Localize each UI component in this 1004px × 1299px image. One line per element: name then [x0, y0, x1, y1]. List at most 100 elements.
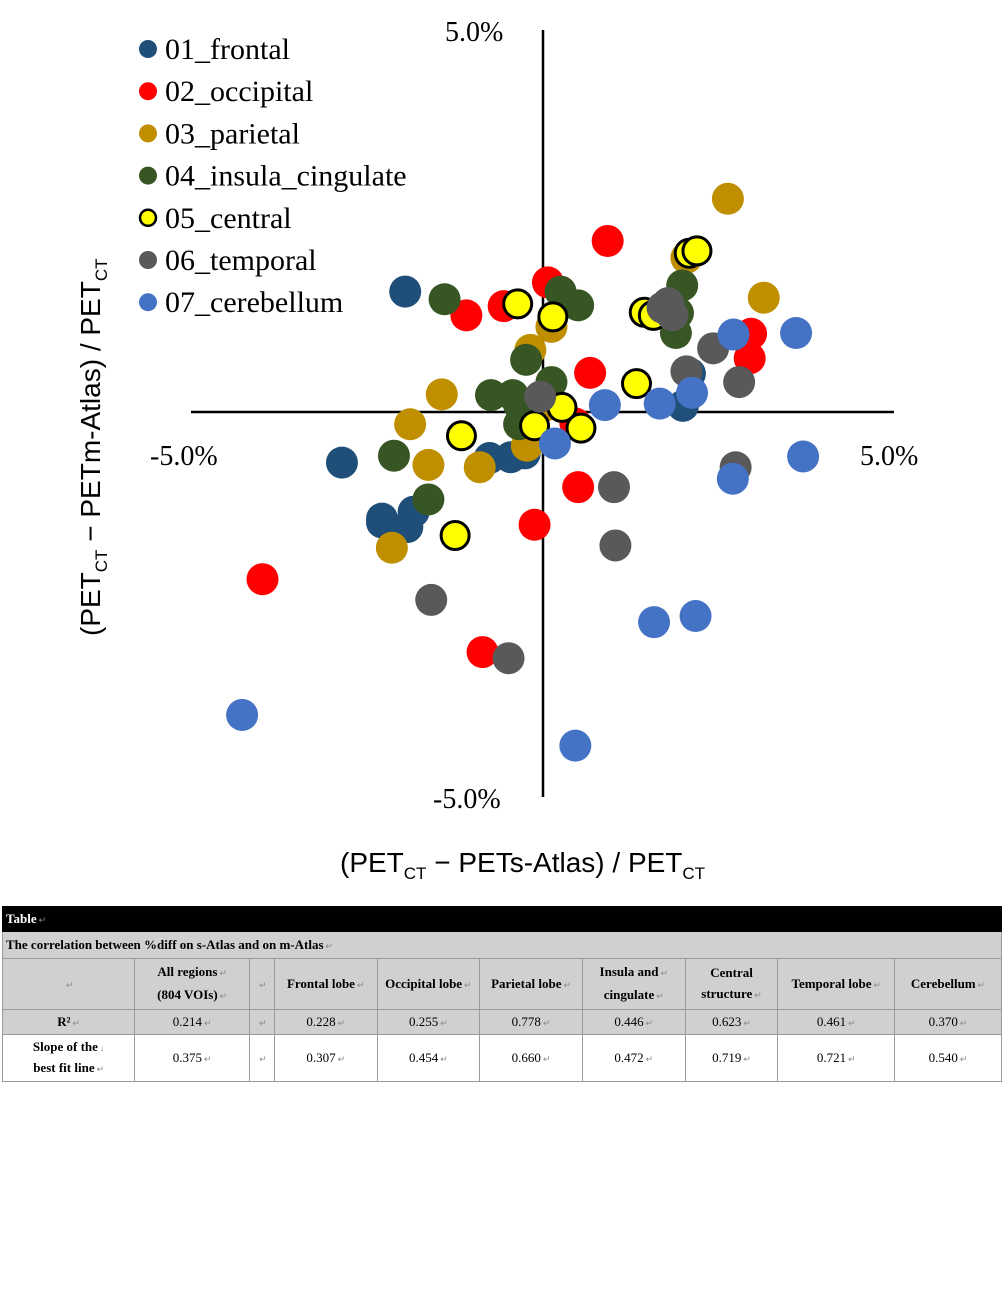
legend-label-03_parietal: 03_parietal: [165, 117, 300, 150]
slope-cell: 0.540 ↵: [894, 1034, 1002, 1082]
point-07_cerebellum: [780, 316, 813, 349]
point-03_parietal: [747, 281, 780, 314]
scatter-chart: 5.0% -5.0% -5.0% 5.0% 01_frontal 02_occip…: [75, 17, 918, 883]
point-07_cerebellum: [679, 600, 712, 633]
col-cerebellum: Cerebellum ↵: [894, 958, 1002, 1010]
point-03_parietal: [375, 531, 408, 564]
table-title: Table ↵: [2, 906, 1002, 932]
point-05_central: [519, 410, 551, 442]
point-07_cerebellum: [559, 729, 592, 762]
col-parietal: Parietal lobe ↵: [479, 958, 583, 1010]
x-tick-max: 5.0%: [860, 441, 918, 472]
r2-cell: 0.778 ↵: [479, 1009, 583, 1035]
y-tick-min: -5.0%: [433, 784, 501, 815]
slope-cell: 0.307 ↵: [273, 1034, 378, 1082]
slope-cell: 0.660 ↵: [479, 1034, 583, 1082]
point-05_central: [445, 420, 477, 452]
point-07_cerebellum: [538, 427, 571, 460]
spacer-col: ↵: [248, 958, 275, 1010]
empty-header-cell: ↵: [1, 958, 136, 1010]
data-points: [226, 182, 820, 762]
slope-cell: 0.719 ↵: [684, 1034, 779, 1082]
point-05_central: [537, 301, 569, 333]
point-03_parietal: [425, 378, 458, 411]
table-row: R² ↵ 0.214 ↵ ↵ 0.228 ↵ 0.255 ↵ 0.778 ↵ 0.446 ↵…: [1, 1009, 1002, 1035]
point-06_temporal: [646, 291, 679, 324]
legend: 01_frontal 02_occipital 03_parietal 04_insu…: [138, 33, 407, 319]
legend-marker-05_central: [138, 208, 158, 228]
legend-marker-07_cerebellum: [139, 293, 157, 312]
r2-cell: 0.623 ↵: [684, 1009, 779, 1035]
point-02_occipital: [518, 508, 551, 541]
slope-cell: 0.472 ↵: [581, 1034, 686, 1082]
y-axis-label: (PETCT − PETm-Atlas) / PETCT: [75, 258, 111, 636]
point-06_temporal: [599, 529, 632, 562]
legend-marker-04_insula_cingulate: [139, 166, 157, 185]
slope-label: Slope of the ↓ best fit line ↵: [1, 1034, 136, 1082]
legend-label-07_cerebellum: 07_cerebellum: [165, 286, 343, 319]
legend-label-04_insula_cingulate: 04_insula_cingulate: [165, 160, 407, 193]
x-axis-label: (PETCT − PETs-Atlas) / PETCT: [340, 847, 705, 883]
point-01_frontal: [366, 506, 399, 539]
x-tick-min: -5.0%: [150, 441, 218, 472]
point-02_occipital: [466, 636, 499, 669]
legend-marker-06_temporal: [139, 251, 157, 269]
point-01_frontal: [325, 446, 358, 479]
spacer-cell: ↵: [248, 1009, 275, 1035]
point-07_cerebellum: [716, 462, 749, 495]
r2-cell: 0.370 ↵: [894, 1009, 1002, 1035]
point-01_frontal: [389, 275, 422, 308]
legend-marker-02_occipital: [139, 82, 157, 101]
table-subtitle: The correlation between %diff on s-Atlas…: [2, 931, 1002, 959]
r2-label: R² ↵: [1, 1009, 136, 1035]
point-07_cerebellum: [717, 318, 750, 351]
point-02_occipital: [574, 356, 607, 389]
point-07_cerebellum: [676, 376, 709, 409]
point-04_insula_cingulate: [562, 289, 595, 322]
table-row: Slope of the ↓ best fit line ↵ 0.375 ↵ ↵ 0.3…: [1, 1034, 1002, 1082]
point-07_cerebellum: [226, 698, 259, 731]
point-06_temporal: [524, 380, 557, 413]
col-all-regions: All regions ↵ (804 VOIs) ↵: [134, 958, 250, 1010]
point-03_parietal: [711, 182, 744, 215]
point-02_occipital: [562, 471, 595, 504]
y-tick-max: 5.0%: [445, 17, 503, 48]
legend-marker-01_frontal: [139, 40, 157, 58]
legend-label-02_occipital: 02_occipital: [165, 75, 313, 108]
point-02_occipital: [591, 224, 624, 257]
point-03_parietal: [412, 448, 445, 481]
legend-label-01_frontal: 01_frontal: [165, 33, 290, 66]
point-06_temporal: [723, 366, 756, 399]
slope-cell: 0.375 ↵: [134, 1034, 250, 1082]
col-central: Central structure ↵: [684, 958, 779, 1010]
r2-cell: 0.446 ↵: [581, 1009, 686, 1035]
spacer-cell: ↵: [248, 1034, 275, 1082]
point-06_temporal: [598, 471, 631, 504]
col-insula: Insula and ↵ cingulate ↵: [581, 958, 686, 1010]
point-04_insula_cingulate: [412, 483, 445, 516]
point-04_insula_cingulate: [510, 343, 543, 376]
point-05_central: [565, 412, 597, 444]
point-06_temporal: [415, 583, 448, 616]
r2-cell: 0.461 ↵: [777, 1009, 896, 1035]
legend-label-05_central: 05_central: [165, 202, 292, 235]
point-03_parietal: [394, 408, 427, 441]
correlation-table: Table ↵ The correlation between %diff on …: [1, 906, 1002, 1082]
legend-label-06_temporal: 06_temporal: [165, 244, 317, 277]
point-07_cerebellum: [638, 606, 671, 639]
point-07_cerebellum: [787, 440, 820, 473]
point-07_cerebellum: [643, 387, 676, 420]
point-05_central: [681, 235, 713, 267]
legend-marker-03_parietal: [139, 124, 157, 143]
point-06_temporal: [492, 642, 525, 675]
point-05_central: [439, 519, 471, 551]
point-02_occipital: [246, 563, 279, 596]
point-05_central: [502, 288, 534, 320]
col-frontal: Frontal lobe ↵: [273, 958, 378, 1010]
r2-cell: 0.228 ↵: [273, 1009, 378, 1035]
slope-cell: 0.721 ↵: [777, 1034, 896, 1082]
point-04_insula_cingulate: [428, 283, 461, 316]
point-03_parietal: [463, 451, 496, 484]
col-temporal: Temporal lobe ↵: [777, 958, 896, 1010]
point-04_insula_cingulate: [377, 439, 410, 472]
